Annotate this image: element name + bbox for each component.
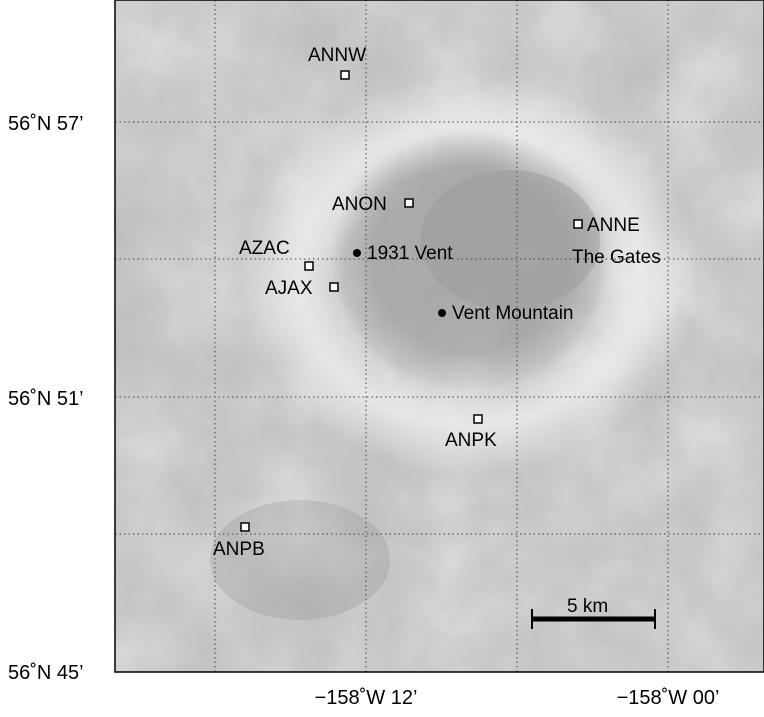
station-anpk: ANPK — [445, 414, 497, 451]
station-anne: ANNE — [573, 215, 640, 236]
terrain-shading — [115, 0, 764, 672]
station-label: AZAC — [239, 238, 290, 259]
station-square-icon — [240, 522, 250, 532]
station-square-icon — [473, 414, 483, 424]
scale-bar-label: 5 km — [567, 596, 608, 617]
map-frame — [114, 0, 764, 673]
lat-tick-label: 56˚N 57’ — [8, 113, 84, 135]
vent-mountain: Vent Mountain — [438, 303, 573, 324]
latitude-labels: 56˚N 57’ 56˚N 51’ 56˚N 45’ — [8, 113, 84, 684]
station-square-icon — [404, 198, 414, 208]
scale-bar: 5 km — [531, 596, 656, 629]
place-label-the-gates: The Gates — [572, 247, 661, 268]
lat-tick-label: 56˚N 51’ — [8, 388, 84, 410]
vents: 1931 Vent Vent Mountain — [353, 243, 573, 324]
lat-tick-label: 56˚N 45’ — [8, 662, 84, 684]
longitude-labels: −158˚W 12’ −158˚W 00’ — [315, 687, 720, 709]
vent-dot-icon — [438, 309, 446, 317]
station-ajax: AJAX — [265, 278, 339, 299]
lon-tick-label: −158˚W 00’ — [617, 687, 720, 709]
vent-label: 1931 Vent — [367, 243, 453, 264]
station-label: ANON — [332, 194, 387, 215]
station-anon: ANON — [332, 194, 414, 215]
station-square-icon — [340, 70, 350, 80]
seismic-stations: ANNW ANON ANNE AZAC AJAX ANPK ANPB — [213, 45, 640, 560]
station-square-icon — [573, 219, 583, 229]
vent-1931: 1931 Vent — [353, 243, 453, 264]
vent-label: Vent Mountain — [452, 303, 573, 324]
station-anpb: ANPB — [213, 522, 265, 560]
station-label: ANNE — [587, 215, 640, 236]
station-label: AJAX — [265, 278, 313, 299]
station-azac: AZAC — [239, 238, 314, 271]
vent-dot-icon — [353, 249, 361, 257]
station-label: ANPK — [445, 430, 497, 451]
station-label: ANNW — [308, 45, 366, 66]
lon-tick-label: −158˚W 12’ — [315, 687, 418, 709]
station-label: ANPB — [213, 539, 265, 560]
station-square-icon — [304, 261, 314, 271]
station-annw: ANNW — [308, 45, 366, 80]
graticule — [115, 0, 764, 672]
station-square-icon — [329, 282, 339, 292]
